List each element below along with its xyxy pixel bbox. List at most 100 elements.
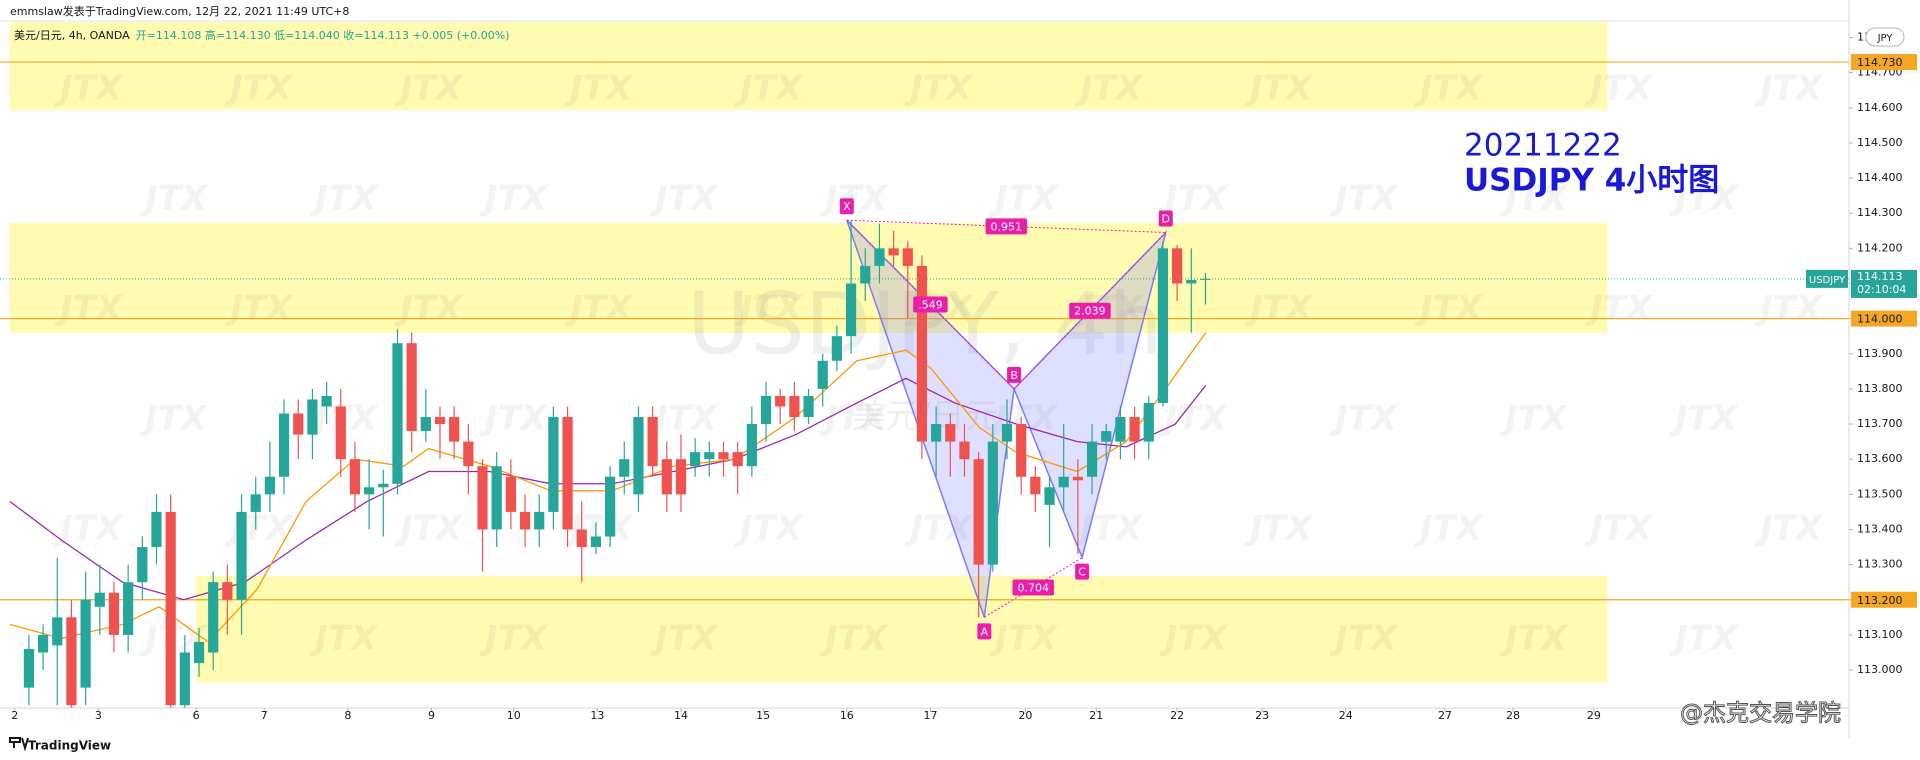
candle-body bbox=[562, 417, 573, 530]
logo-watermark: JTX bbox=[904, 509, 974, 549]
x-tick-label: 28 bbox=[1506, 709, 1520, 722]
logo-watermark: JTX bbox=[1499, 619, 1569, 659]
pattern-labels: X A B C D 0.951 .549 2.039 0.704 bbox=[839, 198, 1173, 640]
candle-body bbox=[576, 529, 587, 548]
logo-watermark: JTX bbox=[394, 289, 464, 329]
zones bbox=[9, 22, 1608, 683]
logo-watermark: JTX bbox=[1669, 399, 1739, 439]
candle-body bbox=[37, 634, 49, 653]
candle-body bbox=[534, 511, 545, 530]
candle-body bbox=[888, 248, 899, 256]
logo-watermark: JTX bbox=[1074, 69, 1144, 109]
header: emmslaw发表于TradingView.com, 12月 22, 2021 … bbox=[10, 4, 349, 18]
y-tick-label: 113.100 bbox=[1857, 628, 1903, 641]
y-tick-label: 114.500 bbox=[1857, 136, 1903, 149]
candle-body bbox=[80, 599, 91, 688]
logo-watermark: JTX bbox=[224, 509, 294, 549]
x-tick-label: 9 bbox=[428, 709, 435, 722]
candle-body bbox=[633, 417, 644, 495]
ratio-label: .549 bbox=[918, 299, 943, 312]
candle-body bbox=[1001, 424, 1013, 442]
candle-body bbox=[208, 582, 219, 653]
x-tick-label: 27 bbox=[1438, 709, 1452, 722]
symbol-tag bbox=[1806, 269, 1848, 288]
candle-body bbox=[378, 483, 389, 488]
x-tick-label: 16 bbox=[840, 709, 854, 722]
candle-body bbox=[590, 536, 602, 548]
candle-body bbox=[321, 395, 332, 407]
logo-watermark: JTX bbox=[1329, 179, 1399, 219]
level-tag-label: 114.000 bbox=[1857, 313, 1903, 326]
logo-watermark: JTX bbox=[1584, 289, 1654, 329]
footer-logo: TradingView bbox=[28, 739, 111, 753]
candle-body bbox=[704, 452, 715, 460]
pattern-point-label: B bbox=[1010, 369, 1018, 382]
candle-body bbox=[902, 248, 913, 266]
logo-watermark: JTX bbox=[54, 289, 124, 329]
candle-body bbox=[1101, 431, 1112, 442]
logo-watermark: JTX bbox=[309, 619, 379, 659]
logo-watermark: JTX bbox=[819, 179, 889, 219]
zone bbox=[195, 575, 1608, 683]
candles bbox=[23, 220, 1211, 723]
pattern-point-box bbox=[839, 198, 854, 215]
candle-body bbox=[831, 336, 843, 361]
subtitle: USDJPY 4小时图 bbox=[1464, 163, 1719, 199]
y-tick-label: 113.400 bbox=[1857, 522, 1903, 535]
candle-body bbox=[987, 441, 998, 565]
pattern-point-label: C bbox=[1078, 566, 1086, 579]
logo-watermark: JTX bbox=[224, 69, 294, 109]
candle-body bbox=[604, 476, 616, 537]
ratio-box bbox=[985, 218, 1028, 235]
currency-button-label: JPY bbox=[1877, 33, 1894, 44]
y-tick-label: 113.300 bbox=[1857, 558, 1903, 571]
ratio-box bbox=[1012, 579, 1054, 596]
candle-body bbox=[1016, 424, 1027, 477]
logo-watermark: JTX bbox=[734, 509, 804, 549]
logo-watermark: JTX bbox=[54, 69, 124, 109]
logo-watermark: JTX bbox=[224, 289, 294, 329]
currency-button[interactable] bbox=[1865, 27, 1905, 47]
y-tick-label: 114.600 bbox=[1857, 101, 1903, 114]
candle-body bbox=[732, 452, 743, 467]
candle-body bbox=[959, 441, 970, 460]
candle-body bbox=[151, 511, 162, 548]
candle-body bbox=[463, 441, 474, 467]
x-tick-label: 6 bbox=[193, 709, 200, 722]
x-tick-label: 7 bbox=[261, 709, 268, 722]
candle-body bbox=[519, 511, 531, 530]
logo-watermark: JTX bbox=[819, 619, 889, 659]
logo-watermark: JTX bbox=[1244, 69, 1314, 109]
candle-body bbox=[349, 459, 361, 495]
logo-watermark: JTX bbox=[1499, 179, 1569, 219]
logo-watermark: JTX bbox=[1584, 69, 1654, 109]
logo-watermark: JTX bbox=[649, 619, 719, 659]
logo-watermark: JTX bbox=[1669, 619, 1739, 659]
logo-watermark: JTX bbox=[649, 399, 719, 439]
candle-body bbox=[364, 487, 375, 495]
pattern-point-label: A bbox=[981, 625, 989, 638]
logo-watermark: JTX bbox=[1244, 509, 1314, 549]
legend-ohlc: 开=114.108 高=114.130 低=114.040 收=114.113 … bbox=[136, 28, 510, 42]
candle-body bbox=[477, 466, 488, 530]
logo-watermark: JTX bbox=[1754, 69, 1824, 109]
y-tick-label: 114.300 bbox=[1857, 206, 1903, 219]
ratio-box bbox=[913, 296, 948, 313]
candle-body bbox=[845, 283, 857, 337]
level-tag bbox=[1851, 54, 1917, 71]
logo-watermark: JTX bbox=[1414, 289, 1484, 329]
x-tick-label: 17 bbox=[923, 709, 937, 722]
ratio-label: 0.951 bbox=[991, 220, 1023, 233]
logo-watermark: JTX bbox=[904, 69, 974, 109]
candle-body bbox=[1030, 476, 1041, 495]
candle-body bbox=[307, 399, 318, 435]
candle-body bbox=[94, 592, 105, 607]
x-tick-label: 24 bbox=[1339, 709, 1353, 722]
candle-body bbox=[860, 265, 871, 284]
pattern-point-label: X bbox=[843, 200, 851, 213]
x-tick-label: 20 bbox=[1018, 709, 1032, 722]
candle-body bbox=[619, 459, 630, 477]
candle-body bbox=[916, 265, 928, 442]
y-tick-label: 113.900 bbox=[1857, 347, 1903, 360]
x-tick-label: 2 bbox=[11, 709, 18, 722]
